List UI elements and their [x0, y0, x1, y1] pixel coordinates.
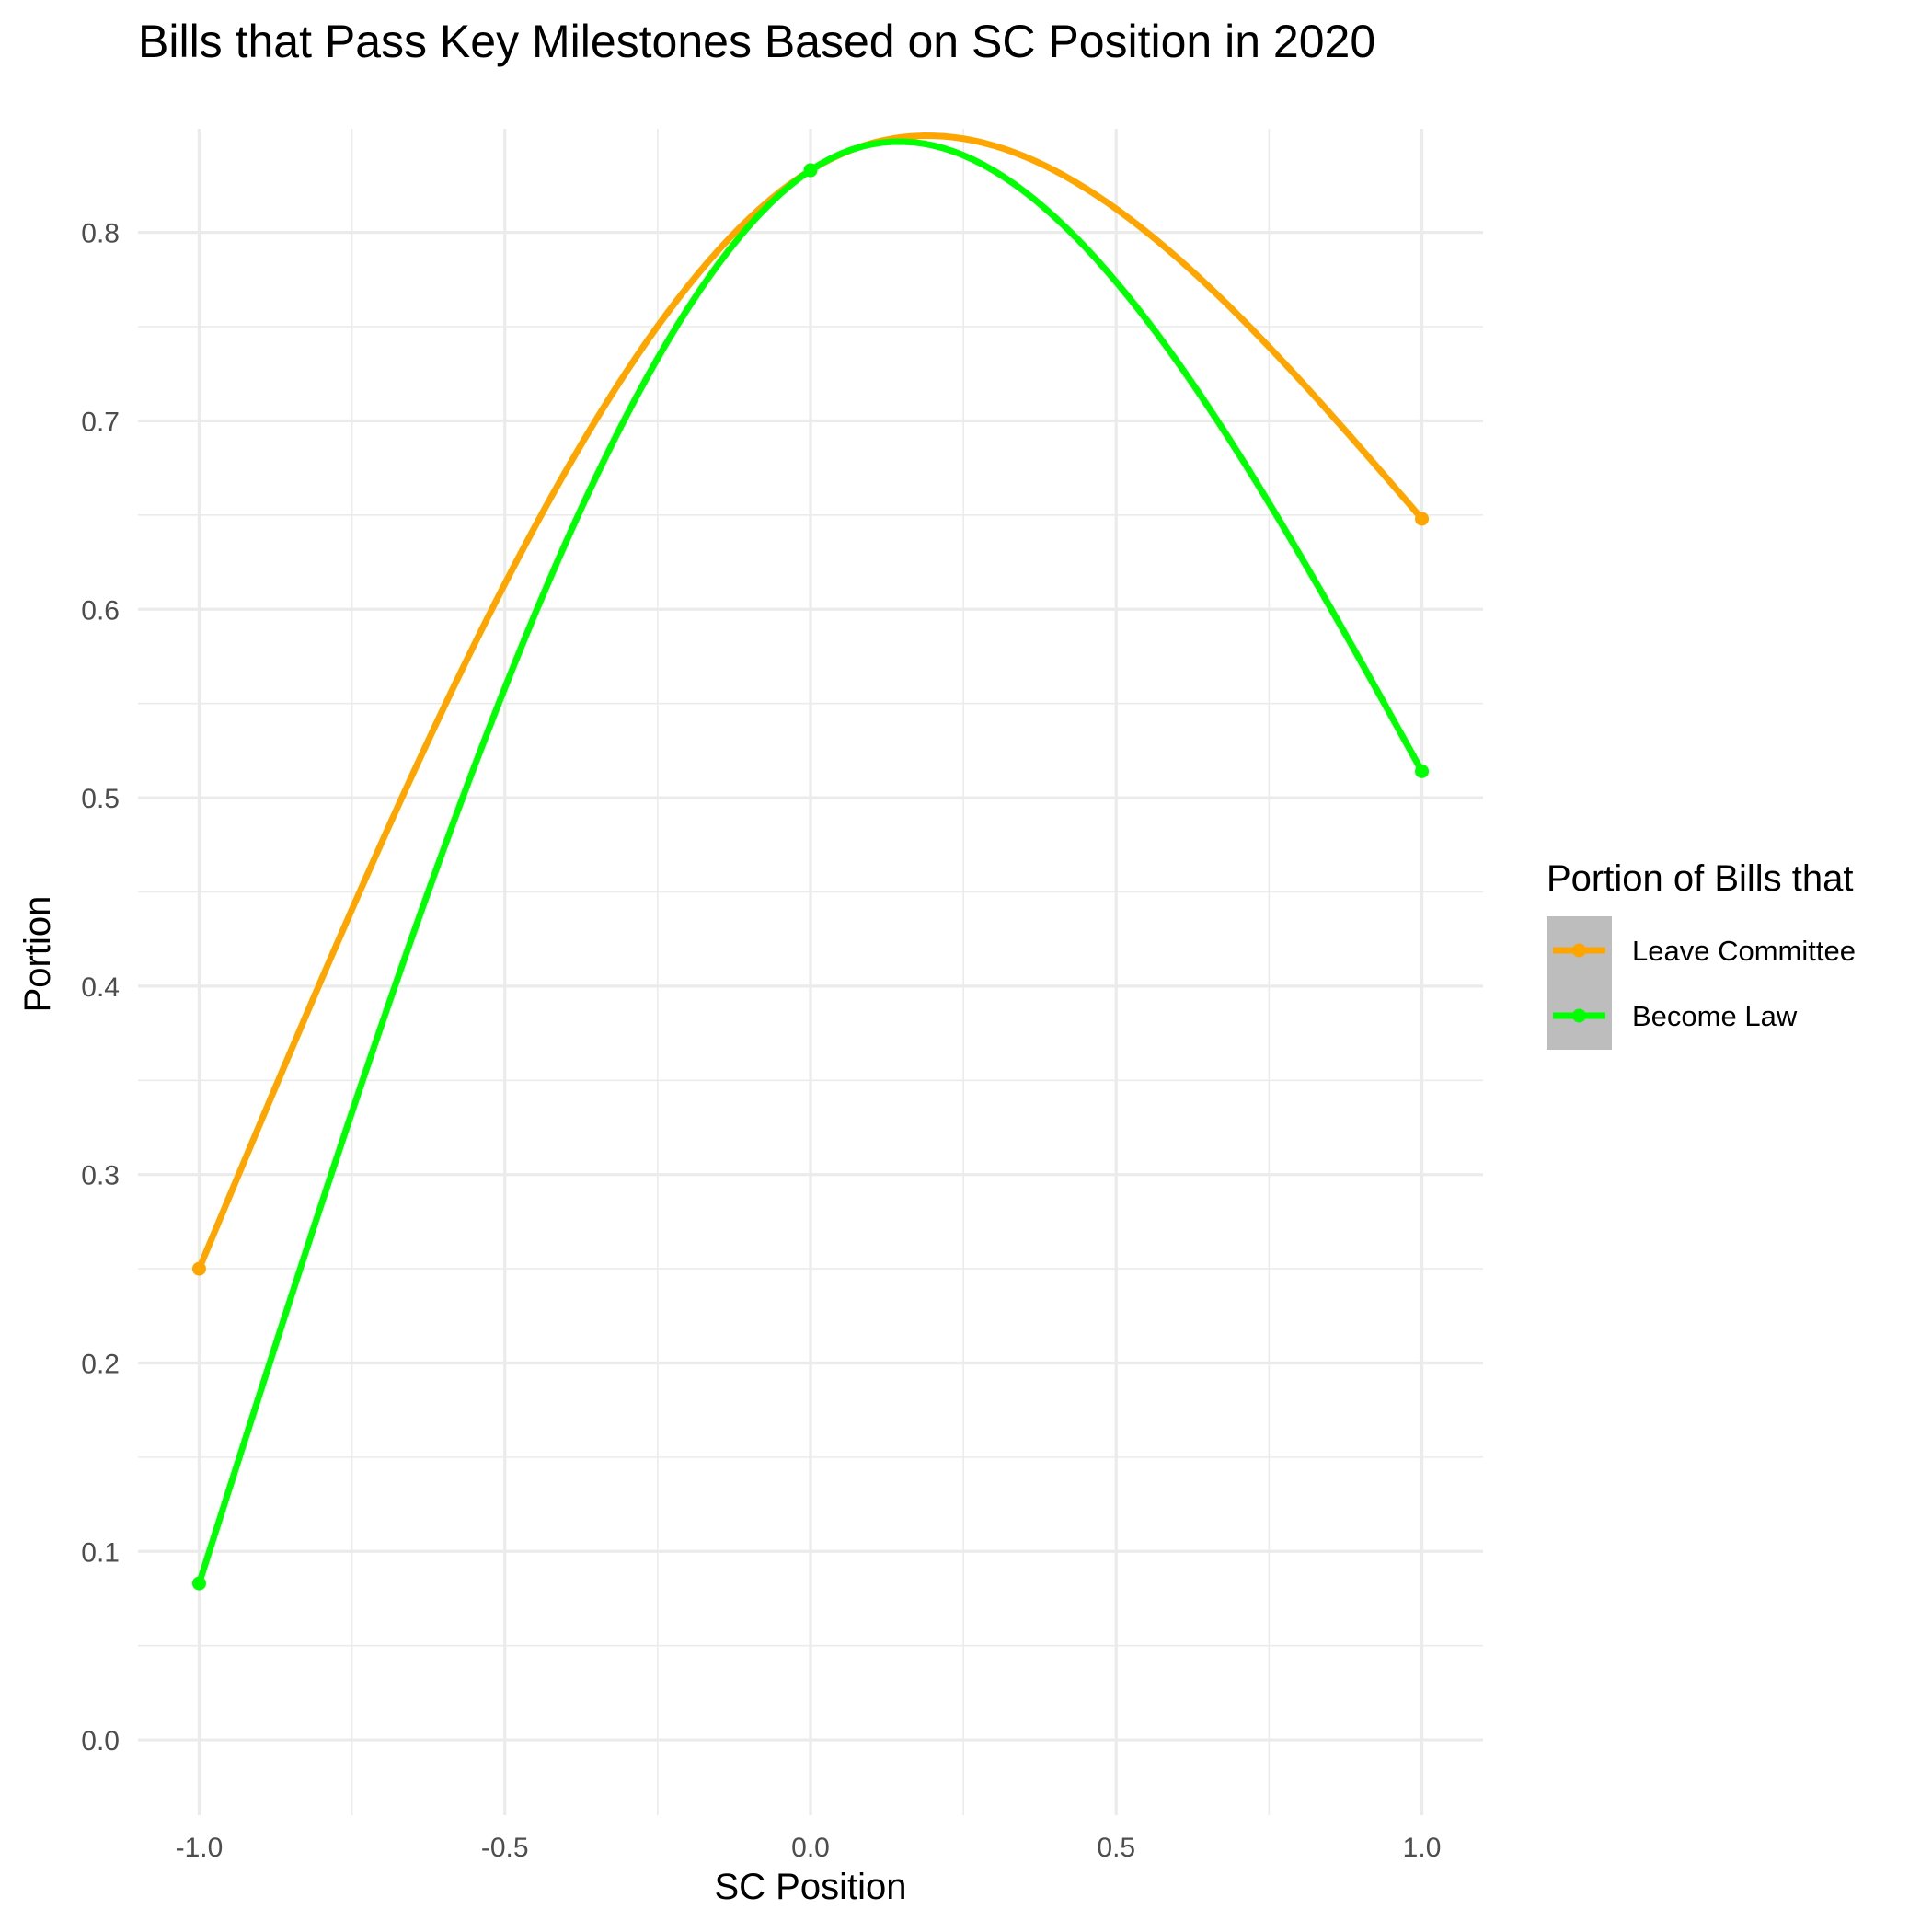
y-tick-label: 0.4	[81, 972, 120, 1003]
legend-key-point	[1572, 943, 1586, 958]
legend: Portion of Bills that Leave Committee Bec…	[1547, 858, 1856, 1050]
x-axis-ticks: -1.0 -0.5 0.0 0.5 1.0	[176, 1833, 1442, 1863]
legend-key-point	[1572, 1008, 1586, 1023]
x-tick-label: -0.5	[481, 1833, 529, 1863]
series-1	[191, 138, 1430, 1591]
y-axis-ticks: 0.0 0.1 0.2 0.3 0.4 0.5 0.6 0.7 0.8	[81, 219, 120, 1756]
data-point	[803, 163, 818, 178]
y-tick-label: 0.6	[81, 595, 120, 626]
data-point	[191, 1576, 206, 1591]
y-axis-title: Portion	[17, 896, 58, 1013]
legend-title: Portion of Bills that	[1547, 858, 1854, 899]
y-tick-label: 0.1	[81, 1537, 120, 1568]
legend-item-0: Leave Committee	[1553, 935, 1856, 967]
y-tick-label: 0.2	[81, 1349, 120, 1379]
data-point	[1415, 764, 1430, 778]
x-tick-label: 0.0	[791, 1833, 830, 1863]
x-axis-title: SC Position	[715, 1867, 907, 1907]
data-point	[191, 1261, 206, 1276]
legend-item-1: Become Law	[1553, 1000, 1798, 1032]
y-tick-label: 0.3	[81, 1161, 120, 1191]
series-group	[191, 132, 1430, 1591]
y-tick-label: 0.0	[81, 1726, 120, 1756]
x-tick-label: 1.0	[1403, 1833, 1442, 1863]
legend-label: Leave Committee	[1632, 935, 1856, 967]
data-point	[1415, 512, 1430, 526]
y-tick-label: 0.5	[81, 784, 120, 814]
x-tick-label: 0.5	[1097, 1833, 1135, 1863]
x-tick-label: -1.0	[176, 1833, 224, 1863]
grid	[138, 129, 1483, 1815]
y-tick-label: 0.7	[81, 407, 120, 437]
chart-title: Bills that Pass Key Milestones Based on …	[138, 16, 1375, 67]
legend-key-background	[1547, 916, 1612, 1050]
y-tick-label: 0.8	[81, 219, 120, 249]
legend-label: Become Law	[1632, 1000, 1798, 1032]
